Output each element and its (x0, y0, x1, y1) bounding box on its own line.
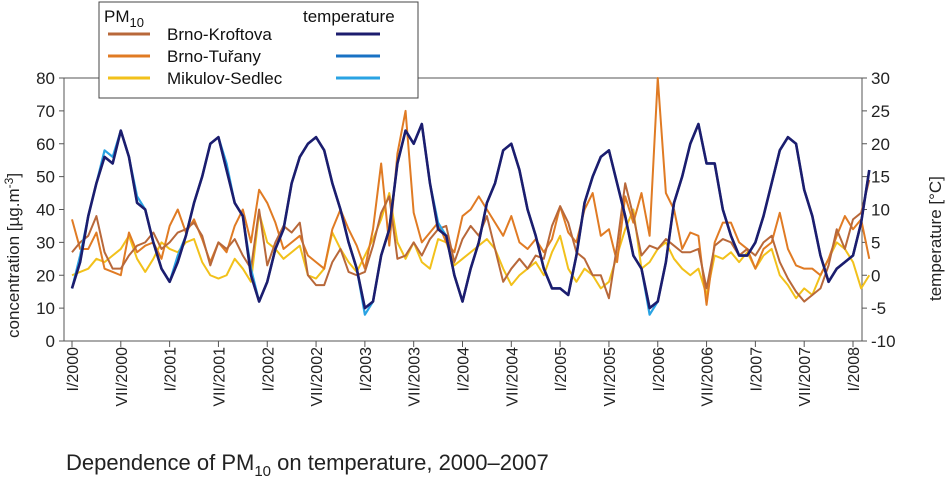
left-tick-label: 60 (36, 135, 55, 154)
temperature-line-brno-kroftova (70, 122, 871, 310)
x-axis: I/2000 VII/2000 I/2001 VII/2001 I/2002 VII/20… (65, 341, 863, 407)
x-tick-label: I/2008 (846, 347, 863, 392)
x-tick-label: I/2007 (748, 347, 765, 392)
x-tick-label: VII/2003 (407, 347, 424, 407)
left-tick-label: 30 (36, 233, 55, 252)
x-tick-label: I/2003 (358, 347, 375, 392)
x-tick-label: VII/2004 (504, 347, 521, 407)
right-tick-label: 10 (871, 201, 890, 220)
x-tick-label: VII/2007 (797, 347, 814, 407)
x-tick-label: VII/2000 (114, 347, 131, 407)
legend-station-label: Mikulov-Sedlec (167, 69, 283, 88)
y-axis-right-label: temperature [°C] (926, 176, 945, 301)
x-tick-label: I/2004 (456, 347, 473, 392)
pm10-line-mikulov-sedlec (71, 192, 871, 300)
left-axis: 0 10 20 30 40 50 60 70 80 (36, 69, 64, 351)
left-tick-label: 20 (36, 266, 55, 285)
right-axis: -10 -5 0 5 10 15 20 25 30 (862, 69, 896, 351)
series-layer (70, 77, 871, 316)
right-tick-label: -5 (871, 299, 886, 318)
left-tick-label: 80 (36, 69, 55, 88)
right-tick-label: 0 (871, 266, 880, 285)
chart-caption: Dependence of PM10 on temperature, 2000–… (66, 450, 549, 479)
legend-pm10-header: PM10 (104, 7, 144, 30)
left-tick-label: 10 (36, 299, 55, 318)
right-tick-label: 25 (871, 102, 890, 121)
y-axis-left-label: concentration [µg.m-3] (2, 173, 23, 338)
x-tick-label: VII/2006 (700, 347, 717, 407)
x-tick-label: I/2001 (163, 347, 180, 392)
right-tick-label: -10 (871, 332, 896, 351)
x-tick-label: I/2005 (553, 347, 570, 392)
left-tick-label: 0 (46, 332, 55, 351)
x-tick-label: VII/2002 (309, 347, 326, 407)
x-tick-label: VII/2001 (211, 347, 228, 407)
right-tick-label: 20 (871, 135, 890, 154)
right-tick-label: 30 (871, 69, 890, 88)
right-tick-label: 15 (871, 168, 890, 187)
temperature-line-mikulov-sedlec (70, 122, 871, 316)
left-tick-label: 50 (36, 168, 55, 187)
legend-station-label: Brno-Kroftova (167, 25, 272, 44)
legend-temperature-header: temperature (303, 7, 395, 26)
x-tick-label: VII/2005 (602, 347, 619, 407)
x-tick-label: I/2006 (651, 347, 668, 392)
left-tick-label: 70 (36, 102, 55, 121)
left-tick-label: 40 (36, 201, 55, 220)
legend-station-label: Brno-Tuřany (167, 47, 261, 66)
legend: PM10 temperature Brno-Kroftova Brno-Tuřan… (98, 1, 419, 99)
x-tick-label: I/2000 (65, 347, 82, 392)
x-tick-label: I/2002 (260, 347, 277, 392)
right-tick-label: 5 (871, 233, 880, 252)
legend-box (98, 1, 419, 99)
